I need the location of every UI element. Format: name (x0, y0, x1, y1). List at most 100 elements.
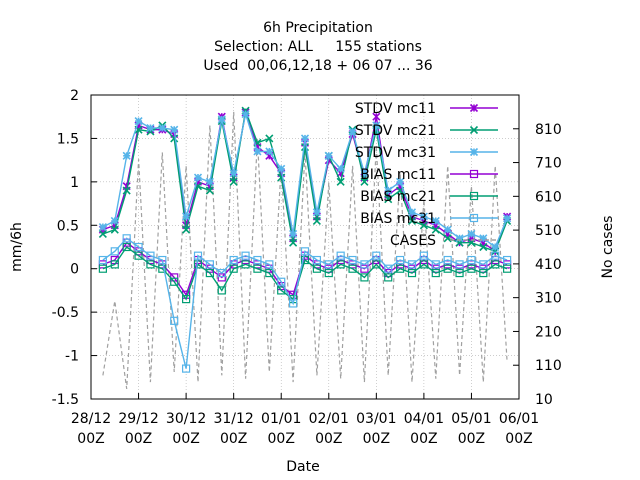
x-tick-label-date: 30/12 (166, 411, 206, 427)
legend-label: BIAS mc21 (360, 189, 436, 205)
data-point (443, 255, 452, 265)
data-point (407, 216, 417, 226)
data-point (122, 234, 131, 243)
data-point (360, 177, 369, 186)
data-point (277, 164, 286, 173)
data-point (205, 177, 214, 186)
data-point (146, 251, 155, 260)
data-point (241, 251, 250, 260)
data-point (455, 260, 464, 269)
data-point (479, 242, 488, 252)
x-tick-label-hour: 00Z (77, 431, 104, 447)
data-point (407, 268, 417, 278)
data-point (360, 273, 369, 282)
y2-tick-label: 710 (535, 156, 562, 172)
data-point (193, 173, 203, 182)
data-point (384, 186, 393, 195)
data-point (170, 134, 179, 143)
data-point (348, 264, 357, 273)
data-point (205, 186, 214, 195)
data-point (443, 264, 452, 273)
data-point (396, 260, 405, 269)
data-point (300, 255, 310, 265)
y-tick-label: -1 (65, 349, 79, 365)
data-point (431, 260, 440, 269)
data-point (360, 260, 369, 269)
data-point (384, 195, 393, 204)
title-line-2: Selection: ALL 155 stations (214, 39, 422, 55)
data-point (491, 260, 500, 269)
y-tick-label: -0.5 (52, 305, 79, 321)
y2-tick-label: 10 (535, 392, 553, 408)
x-tick-label-date: 01/01 (261, 411, 301, 427)
x-axis-ticks: 28/12 00Z 29/12 00Z 30/12 00Z 31/12 00Z 01/01 00Z… (71, 393, 539, 447)
data-point (265, 134, 274, 143)
data-point (479, 234, 488, 243)
data-point (289, 229, 298, 239)
x-tick-label-date: 04/01 (404, 411, 444, 427)
legend-marker (469, 191, 479, 201)
legend-label: STDV mc21 (355, 123, 436, 139)
x-tick-label-hour: 00Z (220, 431, 247, 447)
data-point (396, 264, 405, 273)
data-point (348, 255, 357, 265)
y-tick-label: 1 (70, 175, 79, 191)
x-tick-label-hour: 00Z (458, 431, 485, 447)
data-point (419, 260, 428, 269)
y-tick-label: 0.5 (57, 218, 79, 234)
data-point (110, 225, 119, 234)
data-point (98, 222, 107, 232)
data-point (110, 260, 119, 269)
data-point (372, 121, 381, 130)
y2-tick-label: 110 (535, 358, 562, 374)
data-point (241, 255, 250, 265)
series-bias-mc31 (98, 234, 512, 373)
data-point (443, 225, 452, 234)
data-point (241, 110, 250, 119)
data-point (300, 247, 310, 256)
data-point (431, 268, 440, 278)
y2-tick-label: 210 (535, 324, 562, 340)
series-bias-mc21 (98, 242, 512, 304)
data-point (205, 260, 214, 269)
data-point (396, 177, 405, 186)
data-point (360, 169, 369, 178)
data-point (277, 286, 286, 295)
data-point (431, 225, 440, 234)
data-point (217, 268, 226, 278)
data-point (479, 268, 488, 278)
data-point (455, 234, 464, 243)
data-point (265, 147, 274, 156)
data-point (289, 299, 298, 308)
data-point (158, 123, 167, 133)
legend-marker (469, 147, 479, 157)
data-point (360, 264, 369, 273)
data-point (217, 115, 226, 124)
data-point (419, 212, 428, 221)
data-point (170, 316, 179, 325)
data-point (229, 264, 238, 273)
data-point (336, 251, 345, 260)
data-point (312, 216, 321, 226)
data-point (455, 264, 464, 273)
x-tick-label-hour: 00Z (268, 431, 295, 447)
data-point (407, 260, 417, 269)
data-point (229, 177, 238, 186)
data-point (503, 255, 512, 265)
data-point (324, 264, 333, 273)
data-point (146, 260, 155, 269)
x-tick-label-date: 06/01 (499, 411, 539, 427)
legend-label: BIAS mc31 (360, 211, 436, 227)
y-axis-label: mm/6h (9, 222, 25, 272)
data-point (193, 251, 203, 260)
data-point (134, 251, 143, 260)
data-point (455, 268, 464, 278)
data-point (265, 268, 274, 278)
data-point (503, 214, 512, 223)
data-point (146, 255, 155, 265)
data-point (182, 364, 191, 373)
y2-axis-label: No cases (600, 216, 616, 279)
data-point (182, 295, 191, 304)
x-tick-label-date: 29/12 (118, 411, 158, 427)
